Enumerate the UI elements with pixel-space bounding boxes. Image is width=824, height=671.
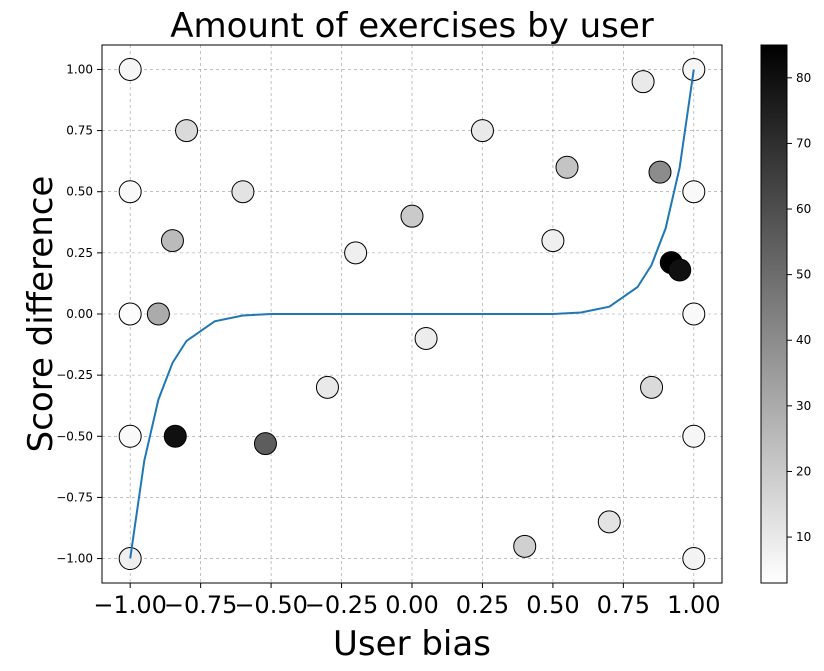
data-point xyxy=(640,375,664,399)
colorbar-tick-label: 50 xyxy=(796,268,811,282)
y-tick-label: 0.25 xyxy=(66,246,93,260)
data-point xyxy=(175,119,199,143)
x-tick-label: 0.75 xyxy=(597,591,650,619)
data-point xyxy=(631,70,655,94)
x-tick-label: 1.00 xyxy=(667,591,720,619)
data-point xyxy=(231,180,255,204)
y-tick-label: 0.50 xyxy=(66,185,93,199)
colorbar-tick-label: 20 xyxy=(796,464,811,478)
data-point xyxy=(597,510,621,534)
x-axis-ticks: −1.00−0.75−0.50−0.25 0.00 0.25 0.50 0.75 1.00 xyxy=(93,583,721,619)
data-point xyxy=(118,424,142,448)
data-point xyxy=(160,229,184,253)
y-tick-label: 0.75 xyxy=(66,124,93,138)
y-tick-label: −0.50 xyxy=(56,429,93,443)
data-point xyxy=(555,155,579,179)
fit-line xyxy=(129,69,695,559)
data-point xyxy=(541,229,565,253)
chart-title: Amount of exercises by user xyxy=(170,6,654,46)
y-tick-label: 0.00 xyxy=(66,307,93,321)
colorbar-tick-label: 70 xyxy=(796,136,811,150)
colorbar-tick-label: 30 xyxy=(796,399,811,413)
y-tick-label: 1.00 xyxy=(66,62,93,76)
y-tick-label: −1.00 xyxy=(56,552,93,566)
y-tick-label: −0.25 xyxy=(56,368,93,382)
data-point xyxy=(682,302,706,326)
data-point xyxy=(682,57,706,81)
data-point xyxy=(400,204,424,228)
data-point xyxy=(253,432,277,456)
data-point xyxy=(146,302,170,326)
data-point xyxy=(470,119,494,143)
data-point xyxy=(668,258,692,282)
x-tick-label: −0.25 xyxy=(305,591,379,619)
data-point xyxy=(163,424,187,448)
data-point xyxy=(118,180,142,204)
x-tick-label: 0.00 xyxy=(385,591,438,619)
x-axis-label: User bias xyxy=(333,624,491,664)
scatter-points xyxy=(118,57,706,571)
data-point xyxy=(682,424,706,448)
colorbar-tick-label: 80 xyxy=(796,71,811,85)
data-point xyxy=(682,180,706,204)
x-tick-label: −0.75 xyxy=(164,591,238,619)
y-axis-ticks: −1.00 −0.75 −0.50 −0.25 0.00 0.25 0.50 0.75 1.00 xyxy=(56,62,102,566)
x-tick-label: −0.50 xyxy=(234,591,308,619)
data-point xyxy=(513,534,537,558)
y-tick-label: −0.75 xyxy=(56,490,93,504)
data-point xyxy=(344,241,368,265)
data-point xyxy=(118,547,142,571)
x-tick-label: 0.25 xyxy=(456,591,509,619)
x-tick-label: −1.00 xyxy=(93,591,167,619)
colorbar-tick-label: 40 xyxy=(796,333,811,347)
data-point xyxy=(682,547,706,571)
colorbar-tick-label: 60 xyxy=(796,202,811,216)
data-point xyxy=(414,326,438,350)
colorbar-tick-label: 10 xyxy=(796,530,811,544)
data-point xyxy=(315,375,339,399)
x-tick-label: 0.50 xyxy=(526,591,579,619)
colorbar-ticks: 10 20 30 40 50 60 70 80 xyxy=(787,71,811,544)
grid-lines xyxy=(102,45,722,583)
data-point xyxy=(118,302,142,326)
y-axis-label: Score difference xyxy=(21,176,61,453)
data-point xyxy=(118,57,142,81)
data-point xyxy=(648,160,672,184)
colorbar xyxy=(760,44,788,584)
